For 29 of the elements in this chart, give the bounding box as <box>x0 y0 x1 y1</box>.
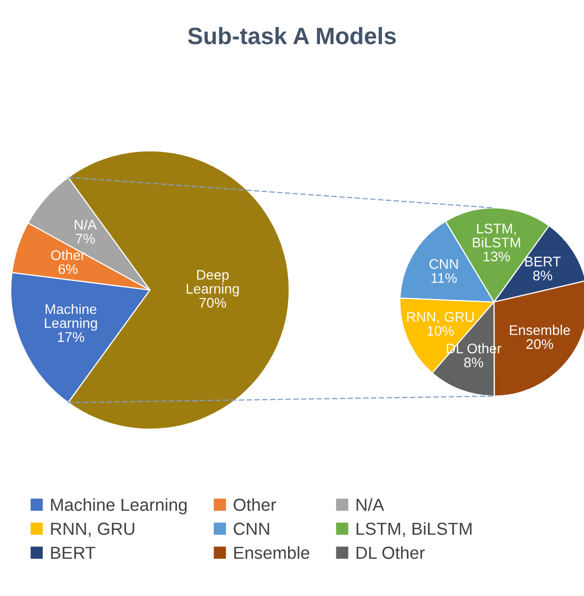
slice-label: Ensemble <box>510 324 570 336</box>
legend-label: BERT <box>51 546 96 559</box>
data-label: 10% <box>428 326 454 336</box>
slice-label: CNN <box>429 259 458 269</box>
legend-label: RNN, GRU <box>51 522 134 537</box>
slice-label: N/A <box>74 219 97 230</box>
chart-title: Sub-task A Models <box>188 26 396 44</box>
legend-label: CNN <box>234 522 270 535</box>
slice-label: Deep Learning <box>186 270 239 296</box>
legend-label: DL Other <box>356 546 425 559</box>
slice-label: Other <box>51 250 86 260</box>
data-label: 11% <box>432 273 457 283</box>
data-label: 20% <box>526 339 554 349</box>
legend-label: N/A <box>356 498 384 511</box>
data-label: 7% <box>76 234 95 244</box>
data-label: 8% <box>533 270 552 280</box>
legend-label: Other <box>234 498 276 511</box>
data-label: 6% <box>58 264 78 274</box>
legend-label: Ensemble <box>234 546 310 559</box>
data-label: 17% <box>58 332 84 342</box>
data-label: 13% <box>484 252 510 262</box>
legend-label: LSTM, BiLSTM <box>356 522 472 537</box>
slice-label: LSTM, BiLSTM <box>472 224 520 248</box>
slice-label: Machine Learning <box>44 304 97 331</box>
slice-label: BERT <box>525 256 561 266</box>
data-label: 8% <box>464 358 484 368</box>
data-label: 70% <box>199 298 226 308</box>
slice-label: RNN, GRU <box>407 312 474 324</box>
legend-label: Machine Learning <box>51 498 187 514</box>
